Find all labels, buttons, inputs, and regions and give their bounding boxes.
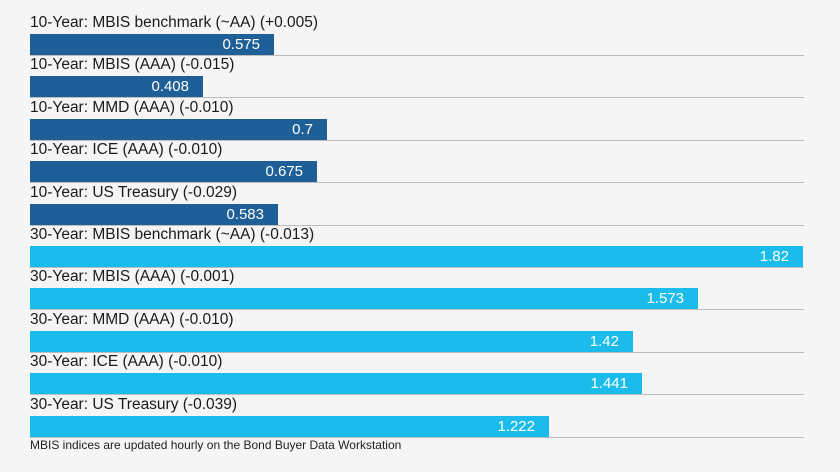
data-label: 0.575 bbox=[222, 36, 260, 53]
data-label: 0.583 bbox=[226, 205, 264, 223]
row-divider bbox=[30, 139, 804, 141]
row-divider bbox=[30, 394, 804, 396]
row-divider bbox=[30, 267, 804, 268]
bar: 0.675 bbox=[30, 161, 317, 184]
bar: 1.441 bbox=[30, 373, 642, 396]
row-divider bbox=[30, 55, 804, 56]
category-label: 30-Year: MBIS benchmark (~AA) (-0.013) bbox=[30, 226, 315, 243]
category-label: 10-Year: MBIS (AAA) (-0.015) bbox=[30, 56, 235, 74]
data-label: 1.82 bbox=[759, 248, 789, 265]
category-label: 10-Year: US Treasury (-0.029) bbox=[30, 183, 238, 201]
category-label: 10-Year: ICE (AAA) (-0.010) bbox=[30, 141, 223, 159]
data-label: 1.441 bbox=[590, 375, 628, 393]
data-label: 0.675 bbox=[265, 163, 303, 181]
footnote: MBIS indices are updated hourly on the B… bbox=[30, 438, 402, 452]
category-label: 30-Year: US Treasury (-0.039) bbox=[30, 395, 238, 413]
data-label: 1.222 bbox=[497, 417, 535, 435]
bar: 0.583 bbox=[30, 203, 278, 226]
bar: 1.573 bbox=[30, 288, 698, 311]
category-label: 30-Year: MMD (AAA) (-0.010) bbox=[30, 310, 234, 328]
bar: 0.575 bbox=[30, 34, 274, 56]
data-label: 1.573 bbox=[646, 290, 684, 308]
row-divider bbox=[30, 182, 804, 184]
row-divider bbox=[30, 436, 804, 438]
bar: 1.222 bbox=[30, 415, 549, 438]
data-label: 0.408 bbox=[151, 78, 189, 96]
category-label: 10-Year: MBIS benchmark (~AA) (+0.005) bbox=[30, 14, 319, 31]
row-divider bbox=[30, 309, 804, 311]
category-label: 30-Year: MBIS (AAA) (-0.001) bbox=[30, 268, 235, 286]
category-label: 30-Year: ICE (AAA) (-0.010) bbox=[30, 353, 223, 371]
row-divider bbox=[30, 224, 804, 226]
bar: 0.408 bbox=[30, 76, 203, 99]
category-label: 10-Year: MMD (AAA) (-0.010) bbox=[30, 98, 234, 116]
bar: 1.82 bbox=[30, 246, 803, 268]
data-label: 0.7 bbox=[292, 120, 313, 138]
data-label: 1.42 bbox=[589, 332, 619, 350]
row-divider bbox=[30, 97, 804, 99]
bar: 0.7 bbox=[30, 118, 327, 141]
bar: 1.42 bbox=[30, 330, 633, 353]
row-divider bbox=[30, 351, 804, 353]
